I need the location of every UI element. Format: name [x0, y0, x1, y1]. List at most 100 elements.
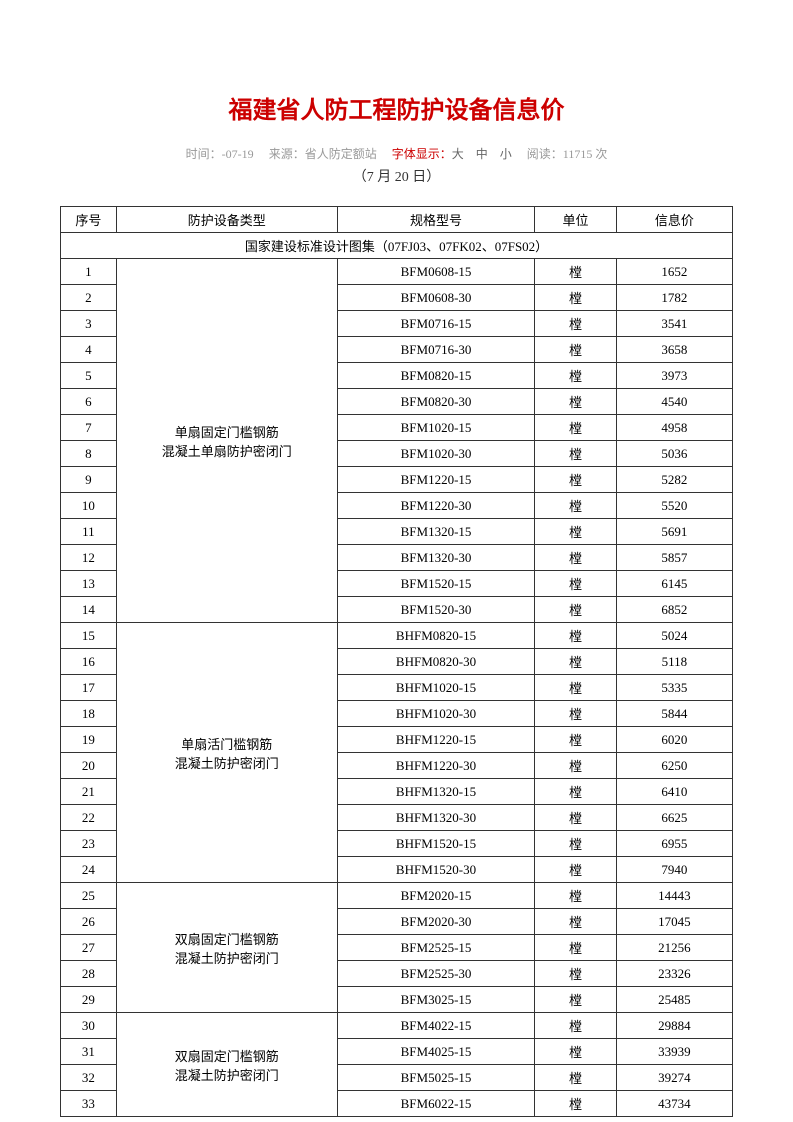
read-label: 阅读：11715 次	[527, 147, 608, 161]
cell-seq: 9	[61, 467, 117, 493]
cell-price: 5691	[616, 519, 732, 545]
cell-price: 5844	[616, 701, 732, 727]
cell-unit: 樘	[535, 493, 616, 519]
cell-type: 双扇固定门槛钢筋混凝土防护密闭门	[116, 1013, 337, 1117]
cell-price: 3658	[616, 337, 732, 363]
cell-price: 6625	[616, 805, 732, 831]
font-label: 字体显示：	[392, 147, 452, 161]
cell-type: 双扇固定门槛钢筋混凝土防护密闭门	[116, 883, 337, 1013]
cell-seq: 4	[61, 337, 117, 363]
cell-unit: 樘	[535, 311, 616, 337]
cell-spec: BFM0608-30	[337, 285, 535, 311]
cell-unit: 樘	[535, 935, 616, 961]
cell-unit: 樘	[535, 545, 616, 571]
cell-spec: BHFM1520-30	[337, 857, 535, 883]
cell-price: 7940	[616, 857, 732, 883]
cell-unit: 樘	[535, 649, 616, 675]
cell-spec: BHFM1520-15	[337, 831, 535, 857]
cell-unit: 樘	[535, 883, 616, 909]
cell-spec: BFM1320-15	[337, 519, 535, 545]
cell-spec: BFM2020-15	[337, 883, 535, 909]
cell-spec: BFM6022-15	[337, 1091, 535, 1117]
cell-price: 43734	[616, 1091, 732, 1117]
cell-spec: BFM1020-30	[337, 441, 535, 467]
table-row: 25双扇固定门槛钢筋混凝土防护密闭门BFM2020-15樘14443	[61, 883, 733, 909]
cell-spec: BFM0716-15	[337, 311, 535, 337]
cell-price: 6955	[616, 831, 732, 857]
cell-seq: 29	[61, 987, 117, 1013]
header-price: 信息价	[616, 207, 732, 233]
cell-price: 5520	[616, 493, 732, 519]
time-label: 时间：-07-19	[186, 147, 254, 161]
cell-price: 5335	[616, 675, 732, 701]
cell-price: 5024	[616, 623, 732, 649]
cell-spec: BHFM0820-30	[337, 649, 535, 675]
cell-unit: 樘	[535, 701, 616, 727]
cell-spec: BHFM1220-15	[337, 727, 535, 753]
cell-seq: 26	[61, 909, 117, 935]
cell-unit: 樘	[535, 831, 616, 857]
cell-seq: 6	[61, 389, 117, 415]
cell-price: 6020	[616, 727, 732, 753]
cell-seq: 32	[61, 1065, 117, 1091]
table-row: 1单扇固定门槛钢筋混凝土单扇防护密闭门BFM0608-15樘1652	[61, 259, 733, 285]
cell-seq: 13	[61, 571, 117, 597]
cell-unit: 樘	[535, 1039, 616, 1065]
cell-seq: 7	[61, 415, 117, 441]
cell-price: 1652	[616, 259, 732, 285]
cell-spec: BFM2020-30	[337, 909, 535, 935]
cell-unit: 樘	[535, 961, 616, 987]
meta-line: 时间：-07-19 来源：省人防定额站 字体显示：大 中 小 阅读：11715 …	[60, 145, 733, 162]
cell-price: 5036	[616, 441, 732, 467]
cell-seq: 18	[61, 701, 117, 727]
source-label: 来源：省人防定额站	[269, 147, 377, 161]
cell-spec: BFM1220-30	[337, 493, 535, 519]
cell-seq: 17	[61, 675, 117, 701]
cell-unit: 樘	[535, 467, 616, 493]
cell-unit: 樘	[535, 805, 616, 831]
cell-seq: 14	[61, 597, 117, 623]
cell-spec: BHFM1220-30	[337, 753, 535, 779]
cell-spec: BFM1320-30	[337, 545, 535, 571]
cell-price: 5282	[616, 467, 732, 493]
cell-price: 6145	[616, 571, 732, 597]
cell-spec: BFM4022-15	[337, 1013, 535, 1039]
cell-price: 6852	[616, 597, 732, 623]
font-sizes[interactable]: 大 中 小	[452, 147, 512, 161]
cell-unit: 樘	[535, 1091, 616, 1117]
table-row: 30双扇固定门槛钢筋混凝土防护密闭门BFM4022-15樘29884	[61, 1013, 733, 1039]
section-row: 国家建设标准设计图集（07FJ03、07FK02、07FS02）	[61, 233, 733, 259]
cell-unit: 樘	[535, 1065, 616, 1091]
cell-seq: 8	[61, 441, 117, 467]
cell-unit: 樘	[535, 623, 616, 649]
cell-seq: 30	[61, 1013, 117, 1039]
cell-unit: 樘	[535, 857, 616, 883]
cell-seq: 22	[61, 805, 117, 831]
cell-seq: 19	[61, 727, 117, 753]
cell-seq: 11	[61, 519, 117, 545]
header-seq: 序号	[61, 207, 117, 233]
cell-unit: 樘	[535, 337, 616, 363]
table-row: 15单扇活门槛钢筋混凝土防护密闭门BHFM0820-15樘5024	[61, 623, 733, 649]
cell-price: 21256	[616, 935, 732, 961]
cell-price: 5857	[616, 545, 732, 571]
page-title: 福建省人防工程防护设备信息价	[60, 90, 733, 125]
cell-unit: 樘	[535, 987, 616, 1013]
cell-price: 3973	[616, 363, 732, 389]
cell-unit: 樘	[535, 779, 616, 805]
cell-price: 5118	[616, 649, 732, 675]
header-type: 防护设备类型	[116, 207, 337, 233]
cell-seq: 15	[61, 623, 117, 649]
cell-price: 4958	[616, 415, 732, 441]
cell-seq: 20	[61, 753, 117, 779]
cell-spec: BFM4025-15	[337, 1039, 535, 1065]
subtitle: （7 月 20 日）	[60, 166, 733, 186]
cell-spec: BFM5025-15	[337, 1065, 535, 1091]
price-table: 序号 防护设备类型 规格型号 单位 信息价 国家建设标准设计图集（07FJ03、…	[60, 206, 733, 1117]
cell-unit: 樘	[535, 415, 616, 441]
cell-price: 14443	[616, 883, 732, 909]
cell-spec: BFM1020-15	[337, 415, 535, 441]
cell-unit: 樘	[535, 389, 616, 415]
cell-unit: 樘	[535, 1013, 616, 1039]
cell-seq: 5	[61, 363, 117, 389]
